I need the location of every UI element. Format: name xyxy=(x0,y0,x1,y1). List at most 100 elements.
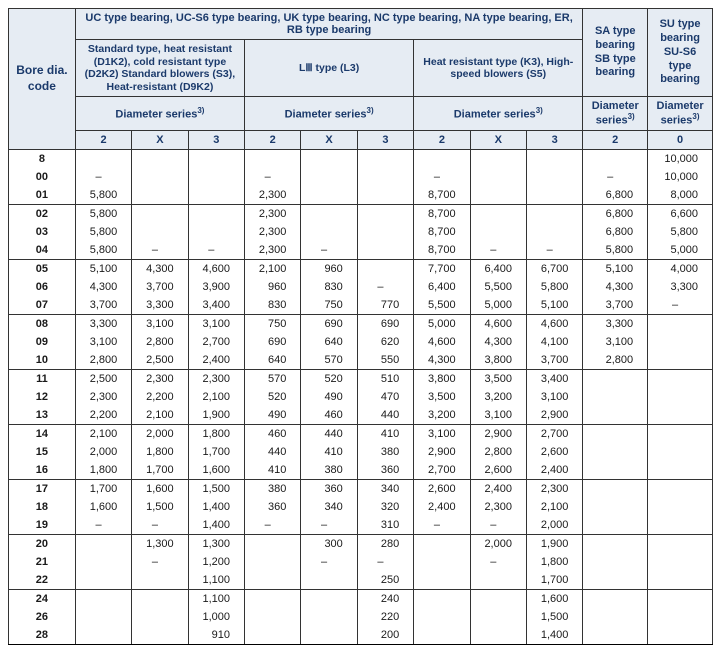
cell-l3: 690 xyxy=(357,315,413,334)
cell-aX: – xyxy=(132,241,188,260)
bore-code: 01 xyxy=(9,186,76,205)
cell-k2: – xyxy=(414,516,470,535)
cell-l3 xyxy=(357,168,413,186)
cell-l2: 690 xyxy=(245,333,301,351)
cell-kX: – xyxy=(470,553,526,571)
bore-code: 05 xyxy=(9,260,76,279)
cell-k2 xyxy=(414,571,470,590)
cell-sa xyxy=(583,150,648,169)
cell-aX: 1,800 xyxy=(132,443,188,461)
bore-code: 07 xyxy=(9,296,76,315)
table-row: 810,000 xyxy=(9,150,713,169)
cell-l3: 200 xyxy=(357,626,413,645)
cell-k3: 1,400 xyxy=(526,626,582,645)
cell-l3: 280 xyxy=(357,535,413,554)
bore-code: 10 xyxy=(9,351,76,370)
header-diam-su: Diameter series3) xyxy=(648,97,713,131)
cell-sa xyxy=(583,626,648,645)
cell-lX: 830 xyxy=(301,278,357,296)
cell-sa xyxy=(583,535,648,554)
cell-a2 xyxy=(75,590,131,609)
cell-sa xyxy=(583,443,648,461)
cell-aX xyxy=(132,571,188,590)
cell-a3: 1,000 xyxy=(188,608,244,626)
cell-aX xyxy=(132,590,188,609)
cell-l3: 410 xyxy=(357,425,413,444)
table-row: 00––––10,000 xyxy=(9,168,713,186)
cell-k2: 5,000 xyxy=(414,315,470,334)
cell-a2: – xyxy=(75,516,131,535)
bore-code: 03 xyxy=(9,223,76,241)
table-header: Bore dia. code UC type bearing, UC-S6 ty… xyxy=(9,9,713,150)
cell-l2: – xyxy=(245,168,301,186)
cell-aX xyxy=(132,205,188,224)
cell-a2 xyxy=(75,571,131,590)
col-lX: X xyxy=(301,131,357,150)
cell-k2: 8,700 xyxy=(414,241,470,260)
cell-su: 6,600 xyxy=(648,205,713,224)
cell-kX: 3,800 xyxy=(470,351,526,370)
cell-kX: 3,200 xyxy=(470,388,526,406)
cell-sa xyxy=(583,425,648,444)
cell-l3 xyxy=(357,223,413,241)
col-aX: X xyxy=(132,131,188,150)
cell-l2: 360 xyxy=(245,498,301,516)
cell-kX: 4,300 xyxy=(470,333,526,351)
cell-a3 xyxy=(188,186,244,205)
cell-k2 xyxy=(414,553,470,571)
cell-lX: 360 xyxy=(301,480,357,499)
cell-l2 xyxy=(245,590,301,609)
cell-kX xyxy=(470,571,526,590)
cell-a3: – xyxy=(188,241,244,260)
cell-k2: 4,600 xyxy=(414,333,470,351)
cell-a2: – xyxy=(75,168,131,186)
cell-k3: 1,900 xyxy=(526,535,582,554)
cell-sa: 6,800 xyxy=(583,205,648,224)
cell-aX xyxy=(132,608,188,626)
cell-k3: 6,700 xyxy=(526,260,582,279)
cell-a3: 1,300 xyxy=(188,535,244,554)
col-l3: 3 xyxy=(357,131,413,150)
table-row: 045,800––2,300–8,700––5,8005,000 xyxy=(9,241,713,260)
cell-a2: 4,300 xyxy=(75,278,131,296)
cell-kX xyxy=(470,590,526,609)
cell-k3 xyxy=(526,150,582,169)
cell-sa: 2,800 xyxy=(583,351,648,370)
header-diam-2: Diameter series3) xyxy=(245,97,414,131)
cell-lX: 640 xyxy=(301,333,357,351)
cell-a3: 3,100 xyxy=(188,315,244,334)
table-row: 102,8002,5002,4006405705504,3003,8003,70… xyxy=(9,351,713,370)
cell-kX: 5,000 xyxy=(470,296,526,315)
cell-sa xyxy=(583,498,648,516)
cell-l2: 460 xyxy=(245,425,301,444)
cell-su xyxy=(648,608,713,626)
cell-sa xyxy=(583,590,648,609)
cell-a3: 1,700 xyxy=(188,443,244,461)
table-row: 093,1002,8002,7006906406204,6004,3004,10… xyxy=(9,333,713,351)
cell-su xyxy=(648,351,713,370)
cell-kX xyxy=(470,205,526,224)
table-row: 19––1,400––310––2,000 xyxy=(9,516,713,535)
cell-k2 xyxy=(414,590,470,609)
cell-lX: 460 xyxy=(301,406,357,425)
cell-lX xyxy=(301,571,357,590)
cell-su: 8,000 xyxy=(648,186,713,205)
table-row: 201,3001,3003002802,0001,900 xyxy=(9,535,713,554)
cell-l2 xyxy=(245,571,301,590)
cell-a3: 910 xyxy=(188,626,244,645)
cell-aX: 2,200 xyxy=(132,388,188,406)
cell-su xyxy=(648,315,713,334)
cell-kX: 4,600 xyxy=(470,315,526,334)
cell-k2 xyxy=(414,150,470,169)
bore-code: 20 xyxy=(9,535,76,554)
cell-aX xyxy=(132,223,188,241)
cell-a3: 2,100 xyxy=(188,388,244,406)
cell-l2 xyxy=(245,535,301,554)
bore-code: 04 xyxy=(9,241,76,260)
cell-k3: 3,400 xyxy=(526,370,582,389)
cell-aX: 1,300 xyxy=(132,535,188,554)
cell-kX xyxy=(470,168,526,186)
table-row: 073,7003,3003,4008307507705,5005,0005,10… xyxy=(9,296,713,315)
cell-lX: 960 xyxy=(301,260,357,279)
cell-su xyxy=(648,370,713,389)
